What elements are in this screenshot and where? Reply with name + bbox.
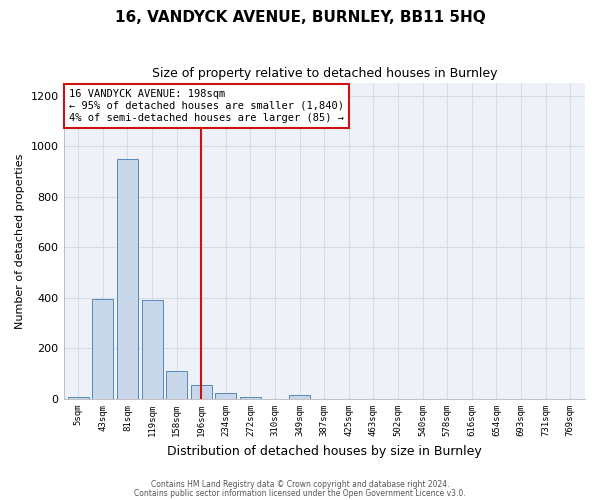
Text: Contains HM Land Registry data © Crown copyright and database right 2024.: Contains HM Land Registry data © Crown c… (151, 480, 449, 489)
Bar (215, 392, 236, 399)
Bar (240, 396, 261, 399)
Bar (142, 300, 163, 399)
Text: 16, VANDYCK AVENUE, BURNLEY, BB11 5HQ: 16, VANDYCK AVENUE, BURNLEY, BB11 5HQ (115, 10, 485, 25)
Title: Size of property relative to detached houses in Burnley: Size of property relative to detached ho… (152, 68, 497, 80)
Bar (191, 385, 212, 399)
Bar (68, 396, 89, 399)
X-axis label: Distribution of detached houses by size in Burnley: Distribution of detached houses by size … (167, 444, 482, 458)
Bar (92, 299, 113, 399)
Bar (166, 371, 187, 399)
Text: 16 VANDYCK AVENUE: 198sqm
← 95% of detached houses are smaller (1,840)
4% of sem: 16 VANDYCK AVENUE: 198sqm ← 95% of detac… (69, 90, 344, 122)
Bar (289, 396, 310, 399)
Bar (117, 159, 138, 399)
Y-axis label: Number of detached properties: Number of detached properties (15, 154, 25, 328)
Text: Contains public sector information licensed under the Open Government Licence v3: Contains public sector information licen… (134, 488, 466, 498)
